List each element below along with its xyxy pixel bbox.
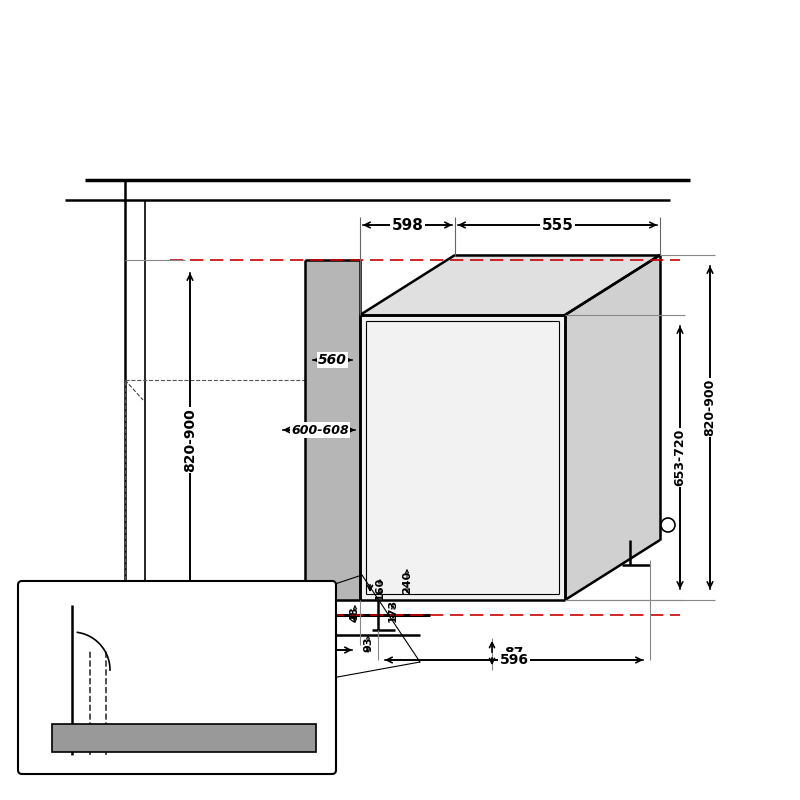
- Polygon shape: [360, 255, 660, 315]
- Text: 48: 48: [350, 606, 360, 622]
- Text: 240: 240: [402, 570, 412, 594]
- Text: 173: 173: [388, 598, 398, 622]
- Polygon shape: [305, 260, 360, 600]
- Text: 160: 160: [375, 576, 385, 600]
- Text: 600-608: 600-608: [291, 423, 349, 437]
- Bar: [52, 724, 316, 752]
- Text: 820-900: 820-900: [183, 408, 197, 472]
- Polygon shape: [565, 255, 660, 600]
- Text: 596: 596: [499, 653, 529, 667]
- FancyBboxPatch shape: [18, 581, 336, 774]
- Text: 93: 93: [363, 636, 373, 652]
- Text: 653-720: 653-720: [674, 429, 686, 486]
- Polygon shape: [360, 315, 565, 600]
- Text: 820-900: 820-900: [703, 379, 717, 436]
- Text: 120: 120: [243, 643, 272, 657]
- Text: 590: 590: [186, 633, 218, 647]
- Text: 560: 560: [318, 353, 347, 367]
- Text: 598: 598: [391, 218, 423, 233]
- Circle shape: [661, 518, 675, 532]
- Text: 555: 555: [542, 218, 574, 233]
- Text: 87: 87: [504, 646, 523, 660]
